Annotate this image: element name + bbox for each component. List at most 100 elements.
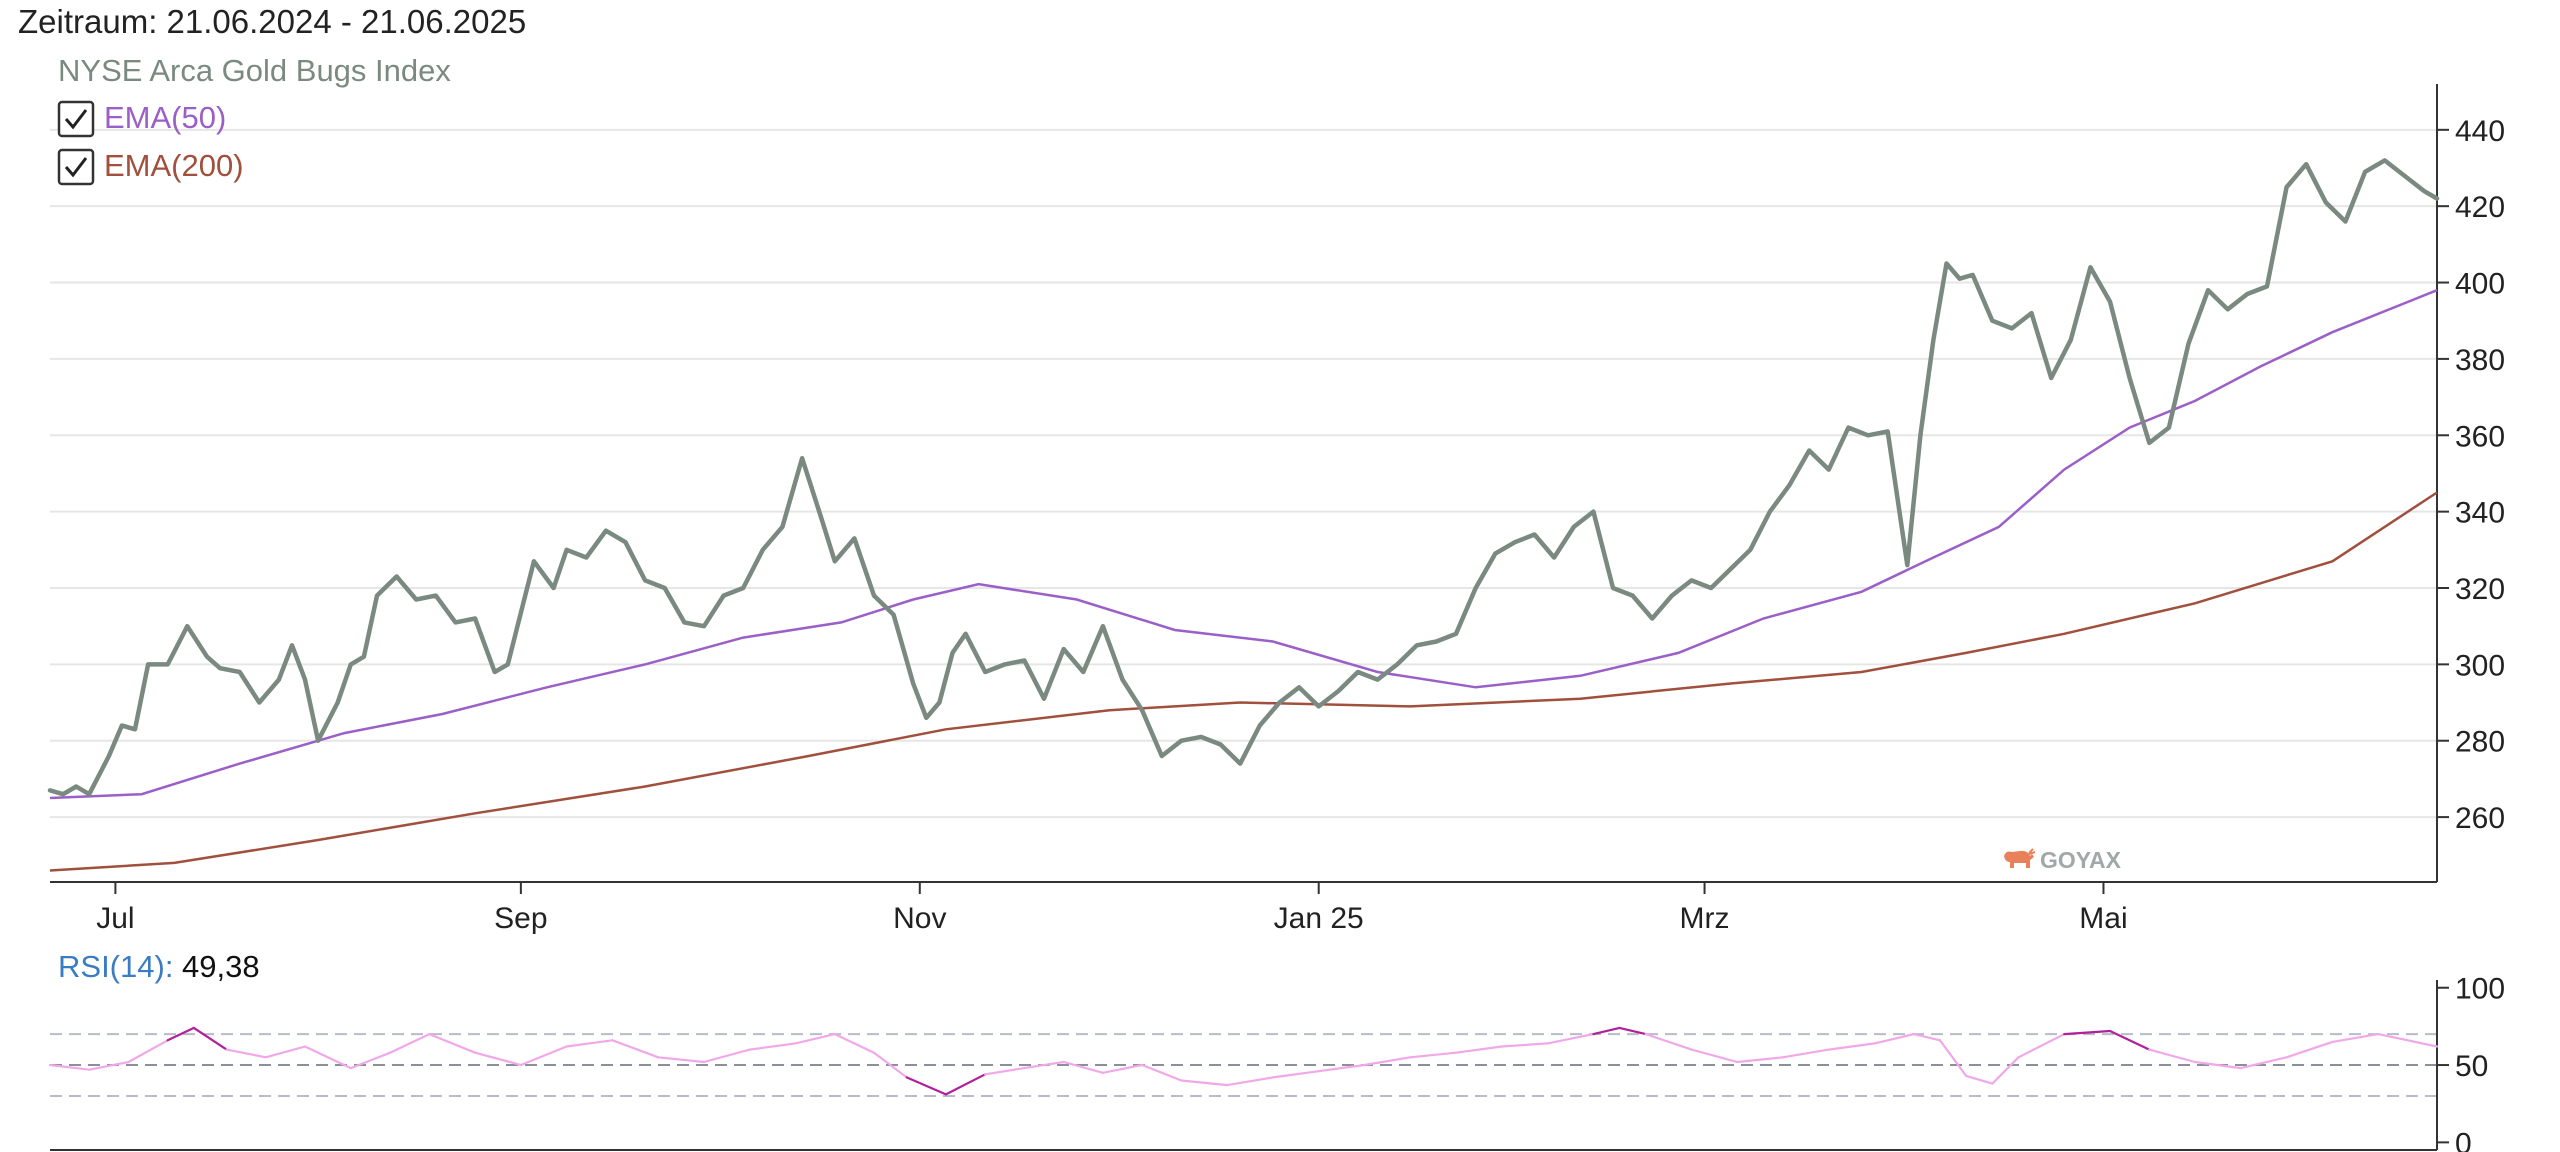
rsi-segment	[1964, 1074, 1994, 1085]
rsi-y-tick-label: 100	[2455, 973, 2505, 1006]
rsi-segment	[1101, 1063, 1144, 1074]
x-tick-label: Jan 25	[1274, 902, 1364, 935]
x-tick-label: Sep	[494, 902, 547, 935]
rsi-segment	[794, 1032, 836, 1045]
rsi-axes	[50, 980, 2438, 1151]
rsi-segment	[1023, 1060, 1065, 1070]
y-tick-label: 380	[2455, 344, 2505, 377]
rsi-segment	[1991, 1056, 2020, 1085]
legend-ema200-label: EMA(200)	[104, 148, 244, 183]
rsi-segment	[2377, 1032, 2439, 1048]
x-tick-label: Nov	[893, 902, 946, 935]
rsi-segment	[1592, 1026, 1621, 1036]
rsi-segment	[1363, 1056, 1412, 1067]
main-chart-title: NYSE Arca Gold Bugs Index	[58, 53, 451, 88]
rsi-y-tick-label: 50	[2455, 1050, 2488, 1083]
rsi-segment	[349, 1051, 392, 1070]
rsi-segment	[303, 1045, 352, 1070]
rsi-segment	[264, 1045, 307, 1059]
check-icon	[64, 157, 88, 178]
rsi-segment	[48, 1063, 91, 1071]
bull-icon	[2004, 848, 2036, 868]
rsi-segment	[905, 1076, 948, 1096]
rsi-segment	[1140, 1063, 1183, 1082]
rsi-segment	[1736, 1056, 1785, 1064]
rsi-segment	[474, 1051, 523, 1067]
rsi-segment	[2063, 1029, 2112, 1036]
rsi-segment	[944, 1073, 987, 1096]
legend-ema200[interactable]: EMA(200)	[57, 148, 244, 186]
ema200-checkbox[interactable]	[57, 148, 95, 186]
rsi-segment	[389, 1032, 431, 1054]
rsi-segment	[519, 1045, 568, 1067]
legend-ema50-label: EMA(50)	[104, 100, 226, 135]
rsi-segment	[88, 1060, 130, 1071]
rsi-value: 49,38	[182, 949, 260, 984]
rsi-segment	[2148, 1048, 2197, 1064]
rsi-segment	[1500, 1042, 1549, 1048]
main-grid	[50, 128, 2437, 819]
price-line	[47, 158, 2440, 797]
rsi-segment	[166, 1026, 195, 1042]
rsi-segment	[1317, 1063, 1366, 1073]
y-tick-label: 280	[2455, 726, 2505, 759]
goyax-logo: GOYAX	[2004, 847, 2122, 873]
rsi-header: RSI(14): 49,38	[58, 949, 260, 984]
rsi-segment	[1409, 1051, 1458, 1059]
ema50-checkbox[interactable]	[57, 100, 95, 138]
rsi-segment	[748, 1042, 797, 1051]
rsi-segment	[1938, 1039, 1968, 1078]
rsi-y-axis: 0 50 100	[2437, 973, 2505, 1152]
rsi-y-tick-label: 0	[2455, 1127, 2472, 1152]
rsi-segment	[428, 1032, 477, 1054]
rsi-segment	[565, 1039, 614, 1048]
rsi-segment	[1062, 1060, 1105, 1074]
y-tick-label: 320	[2455, 573, 2505, 606]
rsi-segment	[833, 1032, 876, 1054]
check-icon	[64, 109, 88, 130]
rsi-segment	[2331, 1032, 2380, 1044]
rsi-segment	[872, 1051, 908, 1079]
rsi-segment	[2017, 1032, 2066, 1059]
rsi-segment	[1226, 1076, 1275, 1087]
rsi-segment	[2285, 1040, 2334, 1059]
rsi-segment	[1912, 1032, 1942, 1042]
rsi-segment	[2108, 1029, 2151, 1051]
rsi-segment	[611, 1039, 660, 1059]
main-axes	[50, 84, 2438, 883]
x-tick-label: Mrz	[1680, 902, 1730, 935]
period-label: Zeitraum: 21.06.2024 - 21.06.2025	[18, 3, 526, 40]
x-tick-label: Jul	[96, 902, 134, 935]
rsi-segment	[225, 1048, 267, 1059]
y-tick-label: 420	[2455, 191, 2505, 224]
rsi-segment	[1827, 1042, 1876, 1051]
rsi-segment	[1781, 1048, 1830, 1059]
rsi-line	[48, 1026, 2439, 1096]
rsi-segment	[1271, 1070, 1320, 1079]
y-tick-label: 340	[2455, 497, 2505, 530]
rsi-segment	[657, 1056, 706, 1064]
rsi-segment	[1454, 1045, 1503, 1054]
main-y-axis: 260 280 300 320 340 360 380 400 420 440	[2437, 115, 2505, 835]
main-x-axis: Jul Sep Nov Jan 25 Mrz Mai	[96, 882, 2128, 935]
y-tick-label: 400	[2455, 268, 2505, 301]
y-tick-label: 360	[2455, 420, 2505, 453]
rsi-segment	[702, 1048, 751, 1064]
rsi-segment	[2239, 1056, 2288, 1070]
ema200-line	[49, 491, 2438, 872]
rsi-segment	[192, 1026, 228, 1051]
y-tick-label: 260	[2455, 802, 2505, 835]
rsi-segment	[984, 1066, 1026, 1076]
rsi-segment	[1618, 1026, 1647, 1036]
legend-ema50[interactable]: EMA(50)	[57, 100, 226, 138]
ema50-line	[49, 289, 2438, 800]
x-tick-label: Mai	[2079, 902, 2127, 935]
rsi-segment	[1644, 1032, 1693, 1051]
watermark-text: GOYAX	[2040, 847, 2122, 873]
y-tick-label: 440	[2455, 115, 2505, 148]
rsi-label: RSI(14)	[58, 949, 165, 984]
rsi-segment	[1546, 1032, 1595, 1045]
rsi-segment	[127, 1039, 169, 1064]
rsi-segment	[1690, 1048, 1739, 1064]
